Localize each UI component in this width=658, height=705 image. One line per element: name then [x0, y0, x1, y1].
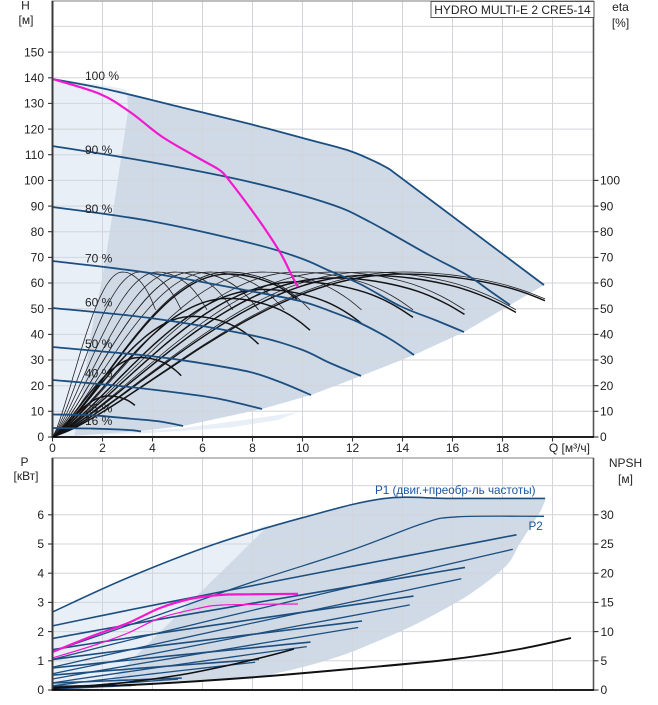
svg-text:P: P: [20, 455, 28, 469]
svg-text:30: 30: [600, 353, 614, 367]
svg-text:P1 (двиг.+преобр-ль частоты): P1 (двиг.+преобр-ль частоты): [375, 484, 536, 497]
svg-text:80 %: 80 %: [85, 202, 113, 216]
svg-text:40 %: 40 %: [85, 367, 113, 381]
svg-text:2: 2: [99, 441, 106, 455]
svg-text:H: H: [21, 0, 30, 13]
svg-text:Q [м³/ч]: Q [м³/ч]: [549, 441, 590, 455]
svg-text:130: 130: [24, 97, 44, 111]
svg-text:6: 6: [199, 441, 206, 455]
svg-text:0: 0: [37, 683, 44, 697]
svg-text:0: 0: [600, 430, 607, 444]
svg-text:150: 150: [24, 45, 44, 59]
svg-text:[%]: [%]: [612, 16, 629, 30]
svg-text:50: 50: [31, 302, 45, 316]
svg-text:40: 40: [600, 328, 614, 342]
svg-text:25 %: 25 %: [85, 402, 113, 416]
svg-text:100: 100: [24, 174, 44, 188]
svg-text:40: 40: [31, 328, 45, 342]
svg-text:NPSH: NPSH: [609, 456, 642, 470]
svg-text:30: 30: [31, 353, 45, 367]
svg-text:50: 50: [600, 302, 614, 316]
svg-text:10: 10: [601, 625, 615, 639]
svg-text:0: 0: [601, 683, 608, 697]
svg-text:140: 140: [24, 71, 44, 85]
svg-text:eta: eta: [612, 0, 629, 14]
svg-text:30: 30: [601, 508, 615, 522]
svg-text:90 %: 90 %: [85, 143, 113, 157]
svg-text:10: 10: [296, 441, 310, 455]
svg-text:0: 0: [37, 430, 44, 444]
svg-text:60 %: 60 %: [85, 296, 113, 310]
svg-text:90: 90: [600, 199, 614, 213]
svg-text:5: 5: [37, 537, 44, 551]
svg-text:25: 25: [601, 537, 615, 551]
svg-text:90: 90: [31, 199, 45, 213]
svg-text:80: 80: [31, 225, 45, 239]
svg-text:60: 60: [600, 276, 614, 290]
svg-text:12: 12: [346, 441, 360, 455]
svg-text:[кВт]: [кВт]: [13, 469, 38, 483]
svg-text:4: 4: [37, 566, 44, 580]
svg-text:100: 100: [600, 174, 620, 188]
svg-text:16 %: 16 %: [85, 414, 113, 428]
svg-text:[м]: [м]: [618, 472, 633, 486]
svg-text:50 %: 50 %: [85, 337, 113, 351]
svg-text:4: 4: [149, 441, 156, 455]
svg-text:20: 20: [600, 379, 614, 393]
svg-text:70 %: 70 %: [85, 252, 113, 266]
svg-text:100 %: 100 %: [85, 69, 119, 83]
svg-text:18: 18: [496, 441, 510, 455]
svg-text:70: 70: [600, 251, 614, 265]
svg-text:10: 10: [31, 405, 45, 419]
svg-text:P2: P2: [529, 520, 543, 533]
svg-text:10: 10: [600, 405, 614, 419]
svg-text:60: 60: [31, 276, 45, 290]
svg-text:6: 6: [37, 508, 44, 522]
svg-text:120: 120: [24, 122, 44, 136]
svg-text:20: 20: [601, 566, 615, 580]
svg-text:110: 110: [25, 148, 44, 162]
svg-text:0: 0: [49, 441, 56, 455]
svg-text:16: 16: [446, 441, 460, 455]
svg-text:3: 3: [37, 596, 44, 610]
svg-text:5: 5: [601, 654, 608, 668]
svg-text:[м]: [м]: [19, 13, 34, 27]
svg-text:80: 80: [600, 225, 614, 239]
svg-text:70: 70: [31, 251, 45, 265]
svg-text:20: 20: [31, 379, 45, 393]
svg-text:8: 8: [249, 441, 256, 455]
svg-text:14: 14: [396, 441, 410, 455]
svg-text:1: 1: [37, 654, 44, 668]
svg-text:15: 15: [601, 596, 615, 610]
svg-text:HYDRO MULTI-E 2 CRE5-14: HYDRO MULTI-E 2 CRE5-14: [434, 3, 591, 17]
svg-text:2: 2: [37, 625, 44, 639]
